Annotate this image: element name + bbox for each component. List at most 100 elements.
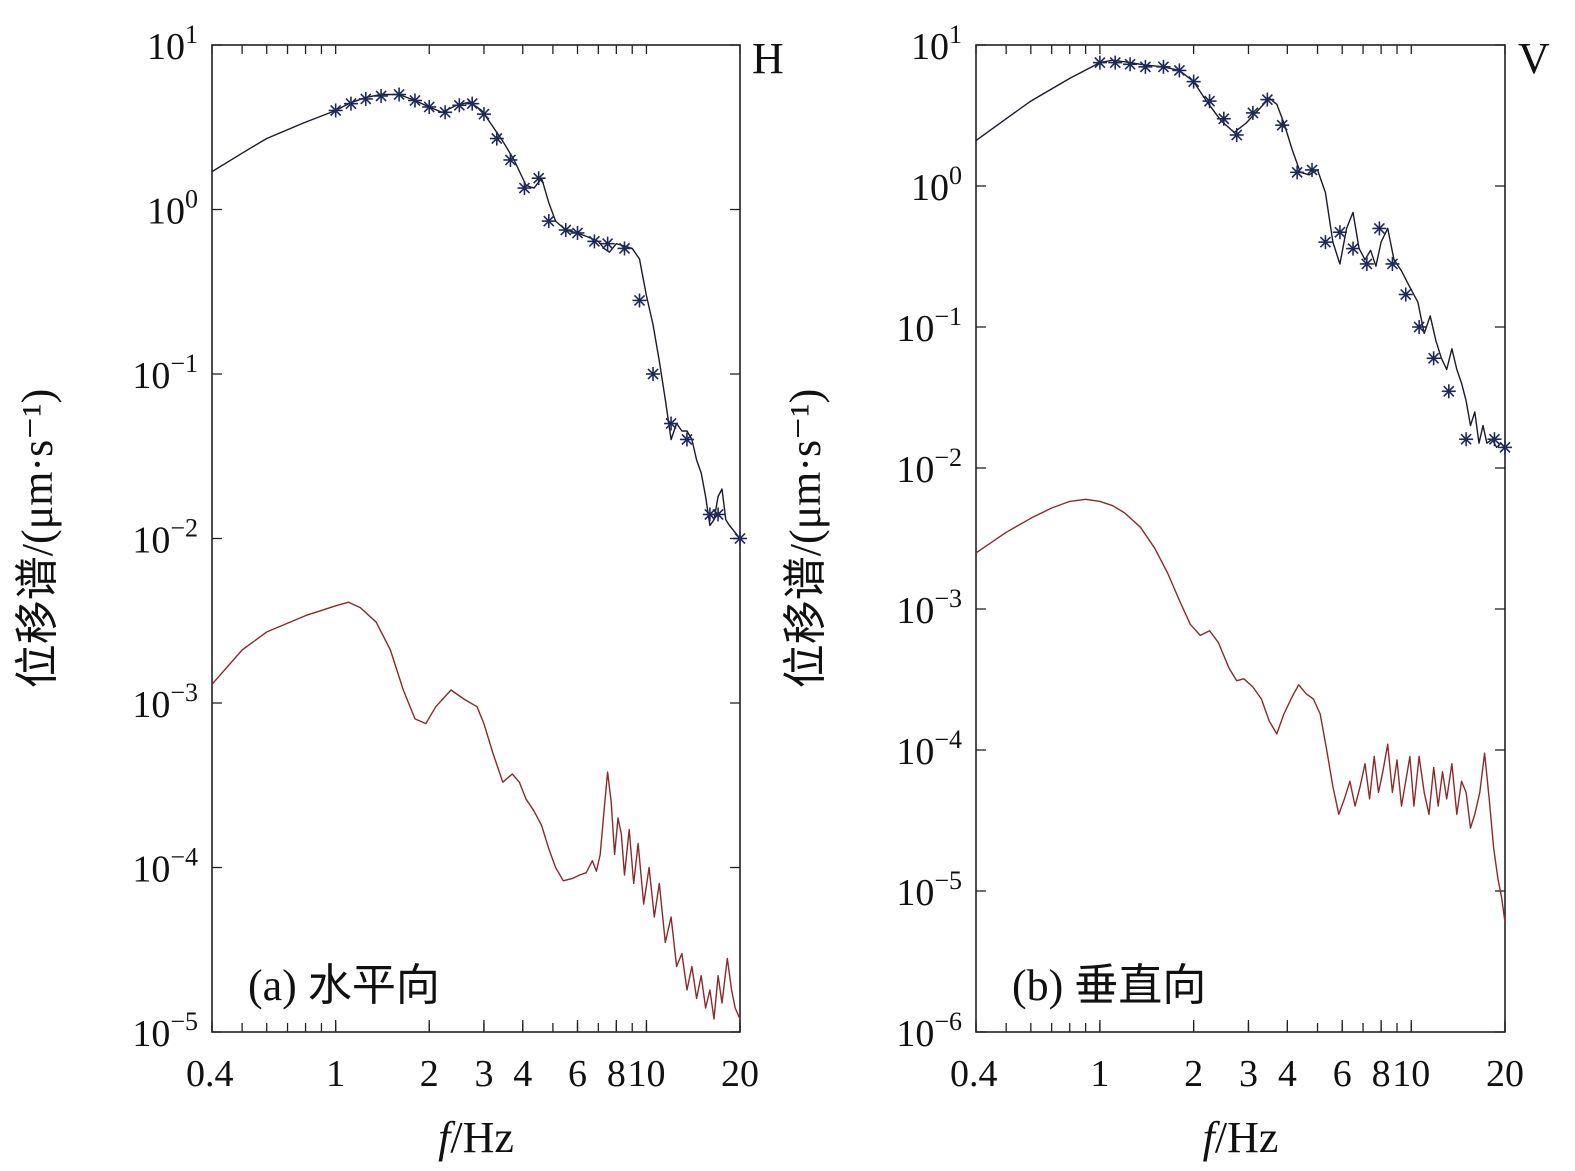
plot-frame: [211, 44, 741, 1033]
asterisk-marker: [1290, 165, 1305, 180]
x-tick-label: 6: [568, 1053, 587, 1095]
asterisk-marker: [1332, 225, 1347, 240]
y-tick-label: 10−1: [132, 349, 198, 397]
asterisk-marker: [1385, 256, 1400, 271]
y-tick-label: 10−3: [132, 678, 198, 726]
x-tick-label: 3: [474, 1053, 493, 1095]
x-tick-label: 8: [607, 1053, 626, 1095]
y-tick-label: 10−1: [896, 302, 962, 350]
x-tick-label: 1: [1090, 1053, 1109, 1095]
x-tick-label: 20: [1486, 1053, 1524, 1095]
x-tick-label: 20: [721, 1053, 759, 1095]
lower-spectrum-line: [211, 601, 741, 1020]
asterisk-marker: [679, 432, 694, 447]
asterisk-marker: [489, 131, 504, 146]
y-tick-label: 100: [147, 185, 198, 233]
asterisk-marker: [1441, 384, 1456, 399]
asterisk-marker: [558, 223, 573, 238]
asterisk-marker: [1138, 59, 1153, 74]
x-tick-label: 1: [326, 1053, 345, 1095]
asterisk-marker: [1216, 111, 1231, 126]
asterisk-marker: [1459, 432, 1474, 447]
asterisk-marker: [392, 87, 407, 102]
asterisk-marker: [1487, 432, 1502, 447]
y-tick-label: 10−3: [896, 584, 962, 632]
asterisk-marker: [541, 214, 556, 229]
asterisk-marker: [617, 241, 632, 256]
asterisk-marker: [1245, 105, 1260, 120]
asterisk-marker: [1498, 440, 1512, 455]
y-tick-label: 101: [147, 20, 198, 68]
asterisk-marker: [664, 416, 679, 431]
x-tick-label: 6: [1333, 1053, 1352, 1095]
x-axis-label: f/Hz: [438, 1113, 514, 1162]
lower-spectrum-line: [975, 498, 1506, 923]
asterisk-marker: [1156, 59, 1171, 74]
asterisk-marker: [587, 234, 602, 249]
y-axis-label: 位移谱/(μm·s⁻¹): [13, 389, 62, 689]
panel-label: (a) 水平向: [248, 961, 440, 1010]
y-axis-label: 位移谱/(μm·s⁻¹): [781, 389, 830, 689]
asterisk-marker: [1305, 162, 1320, 177]
asterisk-marker: [503, 152, 518, 167]
x-tick-label: 10: [1392, 1053, 1430, 1095]
panel-vertical: 101 100 10−1 10−2 10−3 10−4 10−5 10−60.4 1 2 3 4 6 8 1…: [781, 20, 1550, 1162]
x-tick-label: 8: [1372, 1053, 1391, 1095]
asterisk-marker: [1186, 74, 1201, 89]
asterisk-marker: [1275, 118, 1290, 133]
x-tick-label: 0.4: [186, 1053, 234, 1095]
asterisk-marker: [1108, 55, 1123, 70]
plot-frame: [975, 44, 1506, 1033]
asterisk-marker: [702, 507, 717, 522]
x-tick-label: 4: [1278, 1053, 1297, 1095]
asterisk-marker: [733, 531, 747, 546]
asterisk-marker: [422, 99, 437, 114]
y-tick-label: 10−2: [896, 443, 962, 491]
asterisk-marker: [1229, 127, 1244, 142]
x-tick-label: 3: [1239, 1053, 1258, 1095]
asterisk-marker: [452, 98, 467, 113]
upper-spectrum-line: [211, 93, 741, 539]
asterisk-marker: [531, 171, 546, 186]
asterisk-marker: [358, 91, 373, 106]
x-tick-label: 2: [420, 1053, 439, 1095]
asterisk-marker: [1172, 63, 1187, 78]
y-tick-label: 10−4: [132, 843, 198, 891]
panel-horizontal: 101 100 10−1 10−2 10−3 10−4 10−50.4 1 2 3 4 6 8 10 20 f…: [13, 20, 784, 1162]
asterisk-marker: [1346, 241, 1361, 256]
x-tick-label: 2: [1184, 1053, 1203, 1095]
asterisk-marker: [408, 93, 423, 108]
asterisk-marker: [328, 103, 343, 118]
x-axis-label: f/Hz: [1203, 1113, 1279, 1162]
y-tick-label: 10−4: [896, 725, 962, 773]
asterisk-marker: [517, 181, 532, 196]
asterisk-marker: [600, 236, 615, 251]
panel-label: (b) 垂直向: [1012, 961, 1206, 1010]
panel-tag: H: [752, 34, 784, 83]
asterisk-marker: [1202, 94, 1217, 109]
asterisk-marker: [632, 293, 647, 308]
y-tick-label: 10−5: [896, 866, 962, 914]
asterisk-marker: [711, 507, 726, 522]
asterisk-marker: [438, 105, 453, 120]
upper-spectrum-line: [975, 59, 1506, 449]
asterisk-marker: [1123, 57, 1138, 72]
x-tick-label: 0.4: [950, 1053, 998, 1095]
asterisk-marker: [374, 88, 389, 103]
y-tick-label: 10−5: [132, 1007, 198, 1055]
x-tick-label: 4: [513, 1053, 532, 1095]
x-tick-label: 10: [627, 1053, 665, 1095]
asterisk-marker: [570, 225, 585, 240]
y-tick-label: 10−2: [132, 514, 198, 562]
asterisk-marker: [646, 367, 661, 381]
asterisk-marker: [1426, 351, 1441, 366]
asterisk-marker: [1372, 221, 1387, 236]
panel-tag: V: [1518, 34, 1550, 83]
asterisk-marker: [1398, 287, 1413, 302]
asterisk-marker: [1092, 55, 1107, 70]
asterisk-marker: [476, 107, 491, 122]
y-tick-label: 10−6: [896, 1007, 962, 1055]
y-tick-label: 101: [911, 20, 962, 68]
asterisk-marker: [343, 96, 358, 111]
